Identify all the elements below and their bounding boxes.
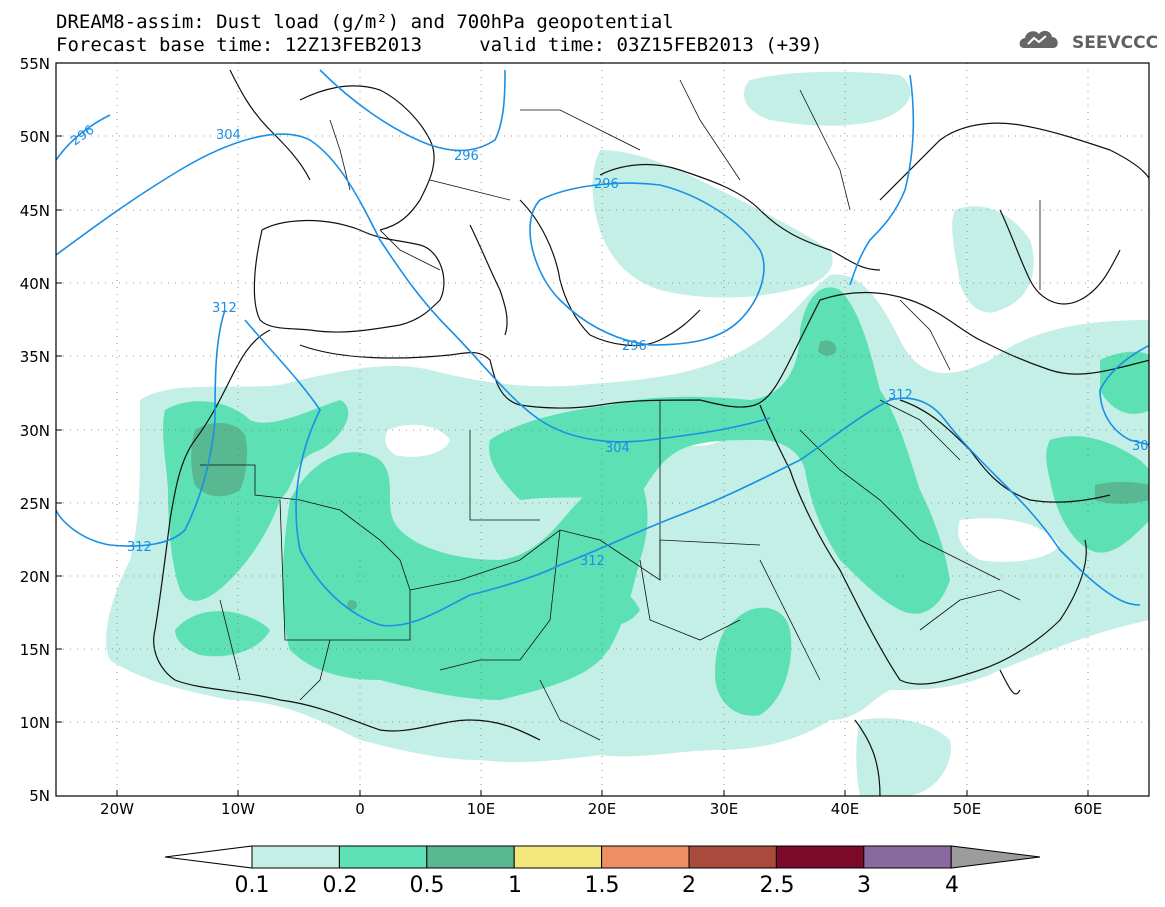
lat-tick-label: 5N xyxy=(29,787,50,805)
map-frame xyxy=(55,62,1150,797)
lat-tick-label: 25N xyxy=(19,495,50,513)
contour-label: 312 xyxy=(888,388,913,403)
lon-tick-label: 20E xyxy=(587,800,617,818)
lat-tick-label: 30N xyxy=(19,422,50,440)
contour-label: 296 xyxy=(622,339,647,354)
title-line-1: DREAM8-assim: Dust load (g/m²) and 700hP… xyxy=(56,11,674,33)
lat-tick-label: 40N xyxy=(19,275,50,293)
lat-tick-label: 55N xyxy=(19,55,50,73)
contour-labels: 296 304 296 296 296 312 304 312 312 312 … xyxy=(68,123,1148,569)
contour-label: 312 xyxy=(212,301,237,316)
contour-label: 304 xyxy=(216,128,241,143)
lat-tick-label: 15N xyxy=(19,641,50,659)
contour-label: 296 xyxy=(594,177,619,192)
colorbar-label: 1 xyxy=(508,873,522,898)
colorbar-label: 2.5 xyxy=(759,873,795,898)
colorbar-label: 3 xyxy=(857,873,871,898)
colorbar-label: 0.5 xyxy=(409,873,445,898)
lat-tick-label: 35N xyxy=(19,348,50,366)
lon-tick-label: 0 xyxy=(355,800,365,818)
lat-tick-label: 20N xyxy=(19,568,50,586)
colorbar-label: 0.1 xyxy=(234,873,270,898)
lon-tick-label: 50E xyxy=(952,800,982,818)
lat-tick-label: 45N xyxy=(19,202,50,220)
logo-text: SEEVCCC xyxy=(1072,33,1159,53)
lon-tick-label: 30E xyxy=(709,800,739,818)
lon-tick-label: 40E xyxy=(830,800,860,818)
contour-label: 296 xyxy=(454,149,479,164)
lon-tick-label: 10W xyxy=(221,800,255,818)
contour-label: 304 xyxy=(605,441,630,456)
title-line-2: Forecast base time: 12Z13FEB2013 valid t… xyxy=(56,34,823,56)
coastlines xyxy=(153,69,1149,796)
lat-tick-label: 10N xyxy=(19,714,50,732)
colorbar-label: 1.5 xyxy=(584,873,620,898)
contour-label: 30 xyxy=(1132,439,1149,454)
graticule xyxy=(56,63,1149,796)
colorbar-label: 0.2 xyxy=(322,873,358,898)
lon-tick-label: 20W xyxy=(100,800,134,818)
cloud-logo-icon xyxy=(1019,30,1058,48)
lon-tick-label: 60E xyxy=(1073,800,1103,818)
contour-label: 312 xyxy=(127,540,152,555)
colorbar-label: 2 xyxy=(682,873,696,898)
lon-tick-label: 10E xyxy=(466,800,496,818)
lat-tick-label: 50N xyxy=(19,128,50,146)
colorbar-label: 4 xyxy=(945,873,959,898)
contour-label: 312 xyxy=(580,554,605,569)
geopotential-contours xyxy=(56,69,1149,627)
